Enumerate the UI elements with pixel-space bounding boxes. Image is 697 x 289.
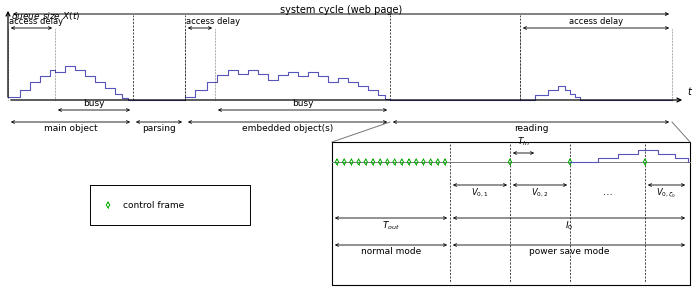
Text: $\ldots$: $\ldots$	[602, 187, 612, 197]
Text: $T_{out}$: $T_{out}$	[382, 220, 400, 232]
Text: busy: busy	[83, 99, 105, 108]
Text: access delay: access delay	[186, 17, 240, 26]
Text: control frame: control frame	[123, 201, 184, 210]
Text: $V_{0,\zeta_0}$: $V_{0,\zeta_0}$	[656, 187, 676, 200]
Text: $I_0$: $I_0$	[565, 220, 573, 232]
Text: parsing: parsing	[142, 124, 176, 133]
Text: access delay: access delay	[9, 17, 63, 26]
Text: $T_{ln}$: $T_{ln}$	[516, 136, 530, 148]
Text: power save mode: power save mode	[529, 247, 609, 256]
Text: embedded object(s): embedded object(s)	[242, 124, 333, 133]
Text: access delay: access delay	[569, 17, 623, 26]
Text: busy: busy	[292, 99, 313, 108]
Text: reading: reading	[514, 124, 549, 133]
Text: system cycle (web page): system cycle (web page)	[280, 5, 402, 15]
Text: normal mode: normal mode	[361, 247, 421, 256]
Text: queue size $X(t)$: queue size $X(t)$	[11, 10, 80, 23]
Text: $V_{0,2}$: $V_{0,2}$	[531, 187, 549, 199]
Text: $V_{0,1}$: $V_{0,1}$	[471, 187, 489, 199]
Text: main object: main object	[44, 124, 98, 133]
Text: $t$: $t$	[687, 85, 693, 97]
